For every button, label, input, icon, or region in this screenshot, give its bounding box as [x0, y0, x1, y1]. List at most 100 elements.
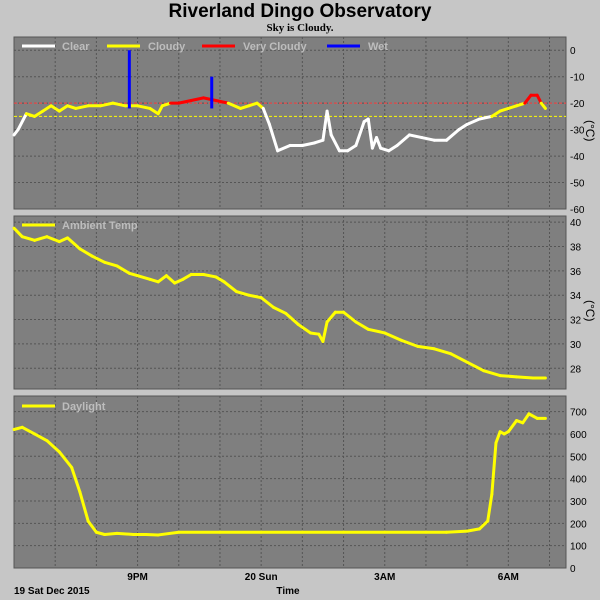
series-segment — [354, 320, 370, 331]
series-segment — [173, 277, 185, 285]
series-segment — [201, 96, 218, 103]
series-segment — [57, 104, 70, 113]
sky-legend: Clear Cloudy Very Cloudy Wet — [22, 41, 388, 53]
series-segment — [214, 99, 230, 105]
series-segment — [20, 425, 37, 436]
y-tick-label: 700 — [570, 408, 587, 419]
series-segment — [457, 122, 469, 132]
series-segment — [325, 310, 337, 324]
panel-2-background — [13, 215, 567, 390]
series-segment — [490, 441, 498, 496]
series-segment — [407, 133, 424, 140]
legend-wet-label: Wet — [368, 41, 388, 53]
y-tick-label: 0 — [570, 46, 576, 57]
legend-ambient-label: Ambient Temp — [62, 220, 138, 232]
y-tick-label: 400 — [570, 475, 587, 486]
series-segment — [261, 106, 271, 126]
series-segment — [12, 226, 24, 239]
series-segment — [267, 122, 280, 153]
series-segment — [486, 492, 494, 523]
series-segment — [465, 360, 486, 373]
series-segment — [222, 280, 238, 294]
y-tick-label: 36 — [570, 267, 582, 278]
date-label: 19 Sat Dec 2015 — [14, 586, 90, 597]
x-axis: 9PM 20 Sun 3AM 6AM — [127, 572, 519, 583]
series-segment — [300, 141, 317, 147]
legend-very-cloudy-label: Very Cloudy — [243, 41, 307, 53]
x-tick-label: 3AM — [374, 572, 395, 583]
y-tick-label: -30 — [570, 126, 585, 137]
series-segment — [521, 412, 531, 425]
series-segment — [366, 327, 387, 335]
series-segment — [66, 236, 82, 251]
series-segment — [375, 136, 383, 150]
y-tick-label: 40 — [570, 218, 582, 229]
series-segment — [177, 99, 193, 105]
series-segment — [103, 531, 119, 536]
series-segment — [523, 93, 533, 105]
series-segment — [45, 439, 61, 454]
series-segment — [181, 272, 193, 281]
series-segment — [41, 104, 53, 113]
ambient-temperature-panel: 40 38 36 34 32 30 28 Ambient Temp (°C) — [12, 216, 597, 389]
y-tick-label: 32 — [570, 316, 582, 327]
series-segment — [16, 112, 28, 132]
y-tick-label: 28 — [570, 364, 582, 375]
series-segment — [354, 120, 366, 147]
series-segment — [99, 101, 115, 108]
y-tick-label: 300 — [570, 497, 587, 508]
series-segment — [296, 322, 313, 335]
y-tick-label: 500 — [570, 452, 587, 463]
y-tick-label: 34 — [570, 291, 582, 302]
series-segment — [103, 260, 119, 268]
series-segment — [259, 296, 276, 309]
y-tick-label: -20 — [570, 99, 585, 110]
sky-y-unit: (°C) — [583, 120, 597, 141]
series-segment — [272, 305, 288, 315]
y-tick-label: 200 — [570, 519, 587, 530]
series-segment — [527, 412, 539, 420]
series-segment — [136, 274, 152, 281]
ambient-y-unit: (°C) — [583, 300, 597, 321]
legend-cloudy-label: Cloudy — [148, 41, 186, 53]
x-axis-title: Time — [276, 586, 300, 597]
y-tick-label: 0 — [570, 564, 576, 575]
series-segment — [115, 531, 135, 536]
series-segment — [383, 331, 403, 342]
page-title: Riverland Dingo Observatory — [168, 1, 432, 22]
series-segment — [284, 311, 300, 326]
series-segment — [465, 117, 481, 126]
ambient-legend: Ambient Temp — [22, 220, 138, 232]
series-segment — [49, 104, 61, 113]
x-tick-label: 9PM — [127, 572, 148, 583]
series-segment — [539, 101, 547, 110]
x-tick-label: 20 Sun — [245, 572, 278, 583]
series-segment — [156, 274, 168, 284]
series-segment — [201, 272, 218, 279]
series-segment — [494, 430, 502, 445]
series-segment — [482, 369, 502, 378]
series-segment — [226, 101, 243, 110]
series-segment — [325, 109, 333, 137]
sky-temperature-panel: 0 -10 -20 -30 -40 -50 -60 Clear Cloudy Very Cl… — [12, 37, 597, 216]
sky-status-subtitle: Sky is Cloudy. — [266, 22, 334, 34]
series-segment — [416, 344, 436, 351]
series-segment — [346, 143, 358, 153]
series-segment — [399, 338, 420, 348]
series-segment — [189, 96, 205, 103]
series-segment — [449, 352, 469, 364]
y-tick-label: 38 — [570, 242, 582, 253]
series-segment — [115, 264, 131, 275]
series-segment — [74, 104, 90, 110]
series-segment — [387, 143, 399, 153]
series-segment — [276, 143, 292, 153]
daylight-legend: Daylight — [22, 401, 106, 413]
series-segment — [33, 432, 49, 443]
series-segment — [86, 519, 98, 534]
series-segment — [234, 290, 251, 297]
series-segment — [111, 101, 127, 108]
series-segment — [445, 529, 469, 534]
daylight-panel: 700 600 500 400 300 200 100 0 Daylight — [12, 396, 587, 575]
series-segment — [57, 450, 74, 469]
